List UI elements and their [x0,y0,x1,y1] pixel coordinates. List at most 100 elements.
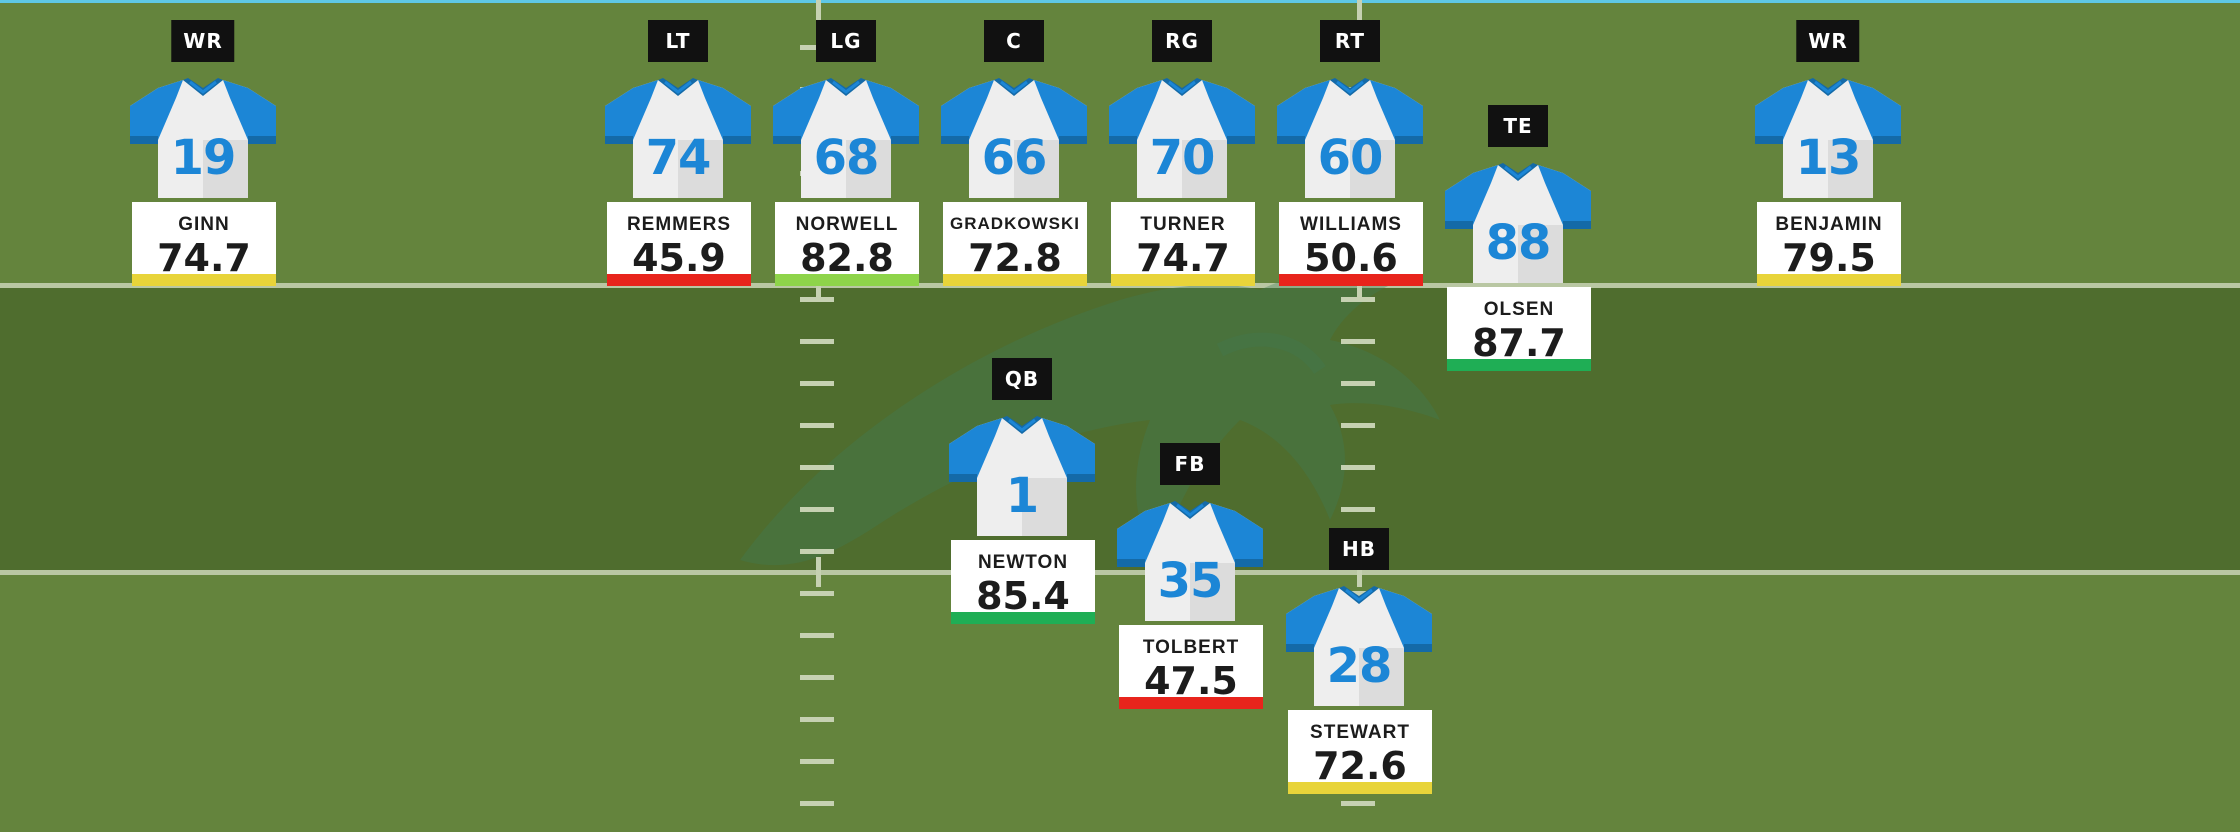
player-name: GRADKOWSKI [950,214,1080,233]
position-label: TE [1488,105,1548,147]
player-name: STEWART [1310,722,1410,743]
player-grade: 79.5 [1782,236,1876,280]
player-remmers[interactable]: LT 74 REMMERS 45.9 [603,20,753,290]
position-label: WR [171,20,235,62]
jersey [939,78,1089,198]
jersey [771,78,921,198]
jersey-number: 19 [170,130,237,186]
player-stewart[interactable]: HB 28 STEWART 72.6 [1284,528,1434,798]
player-grade: 50.6 [1304,236,1398,280]
player-card: NEWTON 85.4 [951,540,1095,624]
hash-mark [800,717,834,722]
player-grade: 47.5 [1144,659,1238,703]
panther-logo [740,272,1440,570]
jersey-number: 70 [1149,130,1216,186]
position-label: RT [1320,20,1380,62]
grade-bar [951,612,1095,624]
jersey-icon [949,416,1095,536]
jersey-number: 66 [981,130,1048,186]
player-card: REMMERS 45.9 [607,202,751,286]
player-name: OLSEN [1483,299,1555,320]
hash-mark [816,0,821,30]
hash-mark [1341,423,1375,428]
hash-mark [1341,591,1375,596]
grade-bar [1447,359,1591,371]
jersey-number: 1 [1005,468,1039,524]
player-card: NORWELL 82.8 [775,202,919,286]
player-name: BENJAMIN [1775,214,1883,235]
jersey-icon [1286,586,1432,706]
hash-mark [1341,339,1375,344]
hash-mark [800,423,834,428]
jersey-number: 68 [813,130,880,186]
player-card: GINN 74.7 [132,202,276,286]
hash-mark [800,675,834,680]
player-norwell[interactable]: LG 68 NORWELL 82.8 [771,20,921,290]
jersey-icon [1445,163,1591,283]
jersey-number: 28 [1326,638,1393,694]
jersey-number: 13 [1795,130,1862,186]
hash-mark [1357,0,1362,30]
player-tolbert[interactable]: FB 35 TOLBERT 47.5 [1115,443,1265,713]
position-label: FB [1160,443,1220,485]
grade-bar [132,274,276,286]
player-name: REMMERS [626,214,732,235]
position-label: QB [992,358,1052,400]
position-label: HB [1329,528,1389,570]
position-label: WR [1796,20,1860,62]
grade-bar [1288,782,1432,794]
top-accent-line [0,0,2240,3]
field-band-middle [0,288,2240,570]
jersey [1443,163,1593,283]
player-benjamin[interactable]: WR 13 BENJAMIN 79.5 [1753,20,1903,290]
hash-mark [1341,381,1375,386]
hash-mark [1341,465,1375,470]
player-name: WILLIAMS [1300,214,1402,235]
player-gradkowski[interactable]: C 66 GRADKOWSKI 72.8 [939,20,1089,290]
jersey [947,416,1097,536]
grade-bar [1119,697,1263,709]
hash-mark [800,801,834,806]
jersey-icon [773,78,919,198]
player-card: WILLIAMS 50.6 [1279,202,1423,286]
hash-mark [1341,801,1375,806]
jersey [1753,78,1903,198]
grade-bar [1279,274,1423,286]
player-grade: 87.7 [1472,321,1566,365]
jersey-icon [1109,78,1255,198]
grade-bar [1111,274,1255,286]
grade-bar [943,274,1087,286]
player-ginn[interactable]: WR 19 GINN 74.7 [128,20,278,290]
player-grade: 82.8 [800,236,894,280]
hash-mark [816,557,821,587]
player-grade: 45.9 [632,236,726,280]
player-grade: 85.4 [976,574,1070,618]
player-name: TOLBERT [1142,637,1240,658]
player-grade: 74.7 [157,236,251,280]
player-williams[interactable]: RT 60 WILLIAMS 50.6 [1275,20,1425,290]
jersey-icon [130,78,276,198]
grade-bar [1757,274,1901,286]
jersey-icon [1117,501,1263,621]
player-card: BENJAMIN 79.5 [1757,202,1901,286]
jersey [603,78,753,198]
player-name: GINN [178,214,230,235]
player-olsen[interactable]: TE 88 OLSEN 87.7 [1443,105,1593,375]
jersey [1284,586,1434,706]
player-turner[interactable]: RG 70 TURNER 74.7 [1107,20,1257,290]
jersey [1275,78,1425,198]
jersey [1115,501,1265,621]
jersey-number: 74 [645,130,712,186]
player-name: NEWTON [977,552,1069,573]
hash-mark [800,591,834,596]
player-card: STEWART 72.6 [1288,710,1432,794]
position-label: C [984,20,1044,62]
hash-mark [1341,507,1375,512]
jersey-number: 60 [1317,130,1384,186]
jersey-number: 35 [1157,553,1224,609]
player-newton[interactable]: QB 1 NEWTON 85.4 [947,358,1097,628]
hash-mark [800,549,834,554]
player-name: NORWELL [795,214,899,235]
hash-mark [800,633,834,638]
player-grade: 74.7 [1136,236,1230,280]
